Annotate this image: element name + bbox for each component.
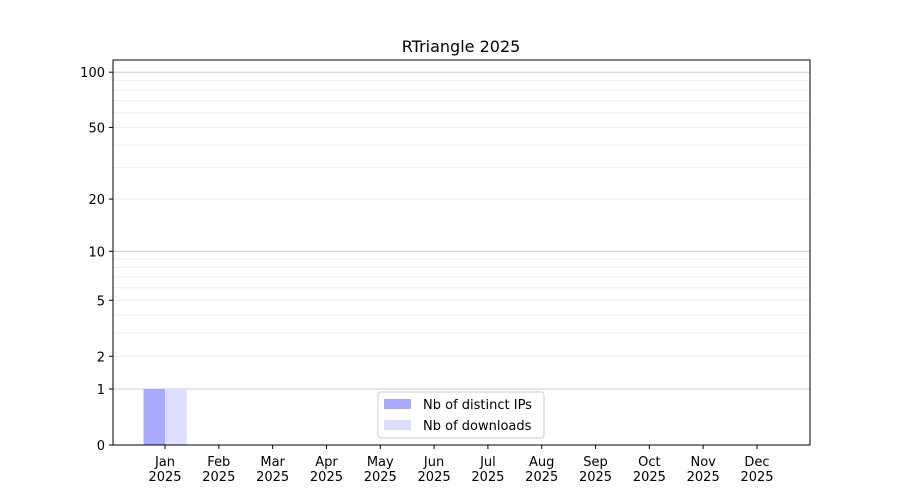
x-tick-label: Feb <box>207 455 230 470</box>
x-tick-label: 2025 <box>579 470 612 485</box>
x-tick-label: Dec <box>744 455 769 470</box>
legend: Nb of distinct IPs Nb of downloads <box>377 391 545 439</box>
y-tick-label: 2 <box>97 350 105 365</box>
x-tick-label: Apr <box>315 455 338 470</box>
x-tick-label: 2025 <box>525 470 558 485</box>
x-tick-label: Jan <box>154 455 175 470</box>
y-tick-label: 1 <box>97 383 105 398</box>
x-tick-label: Aug <box>529 455 554 470</box>
legend-label-downloads: Nb of downloads <box>423 419 532 434</box>
x-tick-label: 2025 <box>418 470 451 485</box>
x-tick-label: 2025 <box>740 470 773 485</box>
bars <box>143 389 187 445</box>
legend-swatch-distinct-ips <box>384 399 411 409</box>
y-tick-label: 100 <box>80 66 105 81</box>
grid <box>113 71 810 390</box>
x-tick-label: 2025 <box>148 470 181 485</box>
y-tick-label: 5 <box>97 294 105 309</box>
x-axis: Jan2025Feb2025Mar2025Apr2025May2025Jun20… <box>148 445 774 485</box>
x-tick-label: 2025 <box>633 470 666 485</box>
legend-box <box>377 391 545 439</box>
x-tick-label: 2025 <box>256 470 289 485</box>
bar-downloads <box>165 389 187 445</box>
legend-swatch-downloads <box>384 420 411 430</box>
x-tick-label: 2025 <box>471 470 504 485</box>
plot-frame <box>112 59 811 446</box>
x-tick-label: 2025 <box>687 470 720 485</box>
y-axis: 0 1 2 5 10 20 50 100 <box>80 66 113 454</box>
y-tick-label: 0 <box>97 439 105 454</box>
x-tick-label: 2025 <box>202 470 235 485</box>
y-tick-label: 10 <box>88 245 105 260</box>
x-tick-label: Jul <box>479 455 496 470</box>
x-tick-label: Jun <box>423 455 444 470</box>
x-tick-label: Mar <box>260 455 285 470</box>
x-tick-label: 2025 <box>364 470 397 485</box>
legend-label-distinct-ips: Nb of distinct IPs <box>423 398 532 413</box>
chart-title: RTriangle 2025 <box>402 37 521 56</box>
x-tick-label: 2025 <box>310 470 343 485</box>
x-tick-label: Sep <box>583 455 608 470</box>
bar-distinct-ips <box>143 389 165 445</box>
y-tick-label: 20 <box>88 193 105 208</box>
x-tick-label: Nov <box>690 455 716 470</box>
y-tick-label: 50 <box>88 121 105 136</box>
x-tick-label: May <box>367 455 394 470</box>
x-tick-label: Oct <box>638 455 660 470</box>
